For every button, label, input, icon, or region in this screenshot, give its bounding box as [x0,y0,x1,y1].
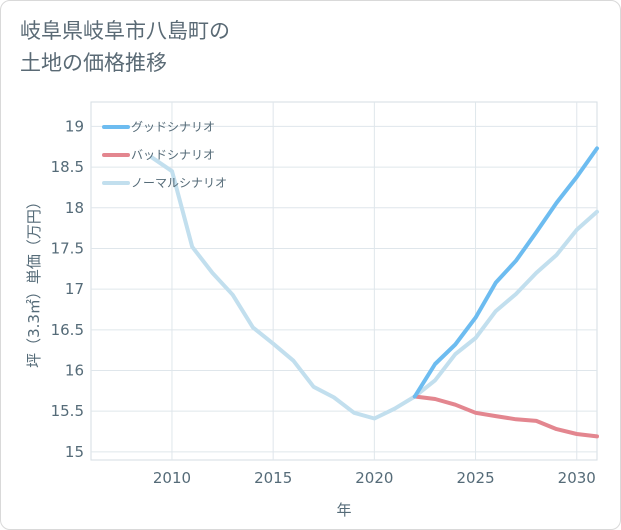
y-tick-label: 17 [65,280,84,298]
x-tick-label: 2025 [456,469,494,487]
legend-label: グッドシナリオ [131,120,215,134]
series-line [412,146,599,399]
y-tick-label: 16 [65,362,84,380]
y-tick-label: 19 [65,117,84,135]
x-tick-label: 2030 [558,469,596,487]
legend-label: ノーマルシナリオ [131,176,227,190]
chart-title: 岐阜県岐阜市八島町の 土地の価格推移 [20,15,230,79]
x-tick-label: 2010 [153,469,191,487]
y-tick-label: 16.5 [51,321,84,339]
y-tick-label: 15.5 [51,402,84,420]
title-line-2: 土地の価格推移 [20,51,167,75]
y-tick-label: 17.5 [51,239,84,257]
y-tick-label: 18 [65,199,84,217]
title-line-1: 岐阜県岐阜市八島町の [20,19,230,43]
x-tick-label: 2020 [355,469,393,487]
y-axis-title: 坪（3.3㎡）単価（万円） [25,194,43,368]
plot-area [90,101,598,461]
x-axis-title: 年 [336,501,351,519]
y-tick-label: 18.5 [51,158,84,176]
legend-label: バッドシナリオ [131,148,215,162]
series-line [412,394,599,439]
y-tick-label: 15 [65,443,84,461]
x-tick-label: 2015 [254,469,292,487]
series-line [149,155,599,421]
